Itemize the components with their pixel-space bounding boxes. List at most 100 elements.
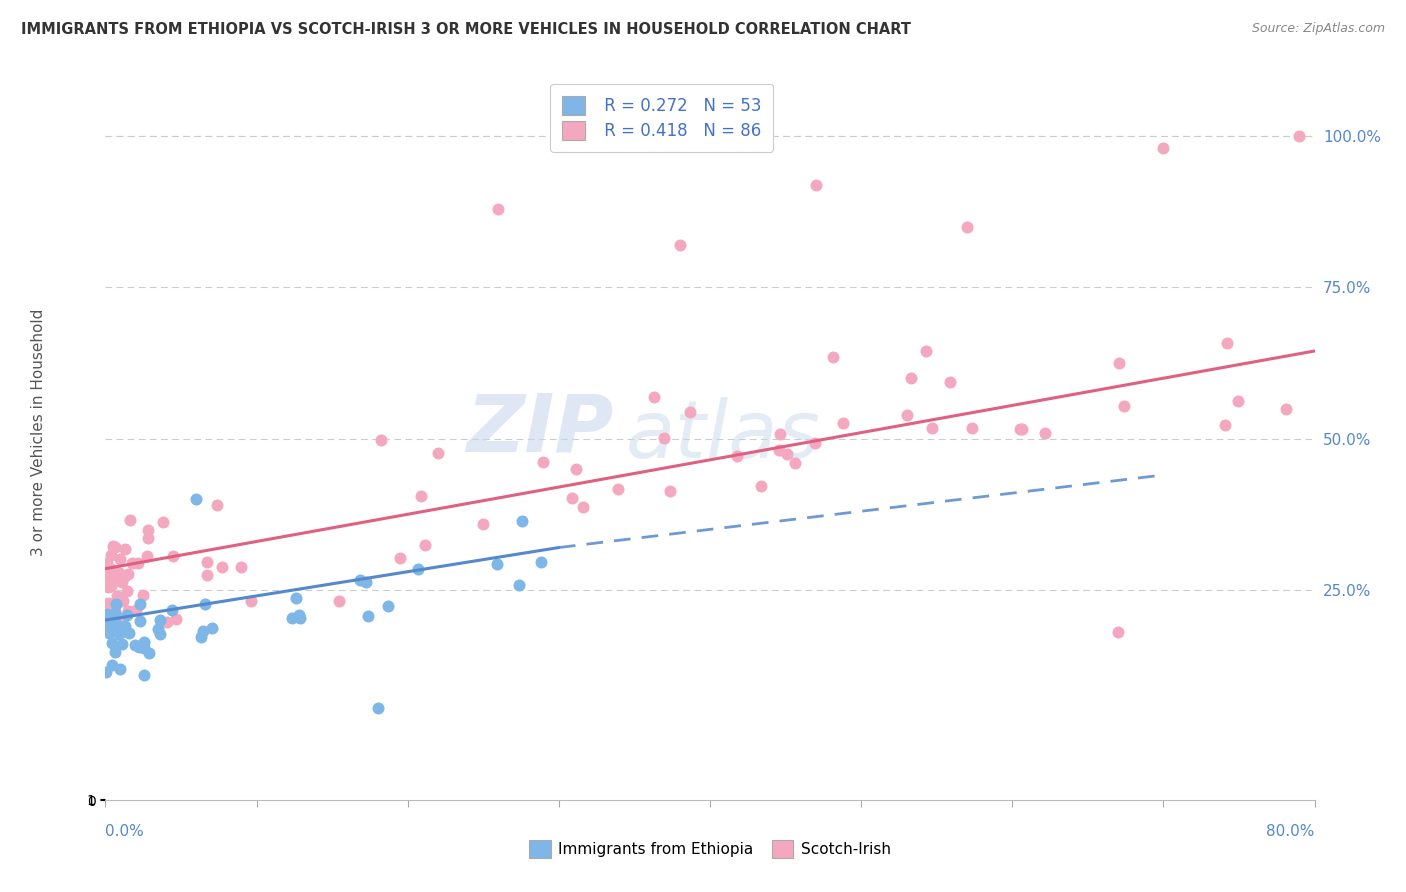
Point <box>1011 422 1033 436</box>
Point <box>105 597 128 611</box>
Point <box>146 622 169 636</box>
Point <box>1226 393 1249 408</box>
Point <box>108 662 131 676</box>
Point <box>100 578 122 592</box>
Point <box>1033 425 1056 440</box>
Point <box>193 624 215 638</box>
Point <box>1275 401 1298 416</box>
Point <box>128 640 150 655</box>
Point <box>101 636 124 650</box>
Point <box>100 610 122 624</box>
Point <box>112 624 135 639</box>
Point <box>328 593 350 607</box>
Point <box>136 531 159 545</box>
Point <box>108 566 131 580</box>
Point <box>121 556 143 570</box>
Text: 80.0%: 80.0% <box>1267 824 1315 838</box>
Legend: Immigrants from Ethiopia, Scotch-Irish: Immigrants from Ethiopia, Scotch-Irish <box>523 834 897 863</box>
Point <box>211 559 233 574</box>
Point <box>643 390 665 404</box>
Point <box>135 549 157 563</box>
Point <box>97 596 120 610</box>
Point <box>571 500 593 515</box>
Point <box>471 516 494 531</box>
Point <box>606 482 628 496</box>
Point <box>104 618 127 632</box>
Point <box>205 498 228 512</box>
Point <box>124 638 146 652</box>
Point <box>108 566 131 581</box>
Point <box>104 540 127 554</box>
Point <box>531 455 554 469</box>
Point <box>132 588 155 602</box>
Point <box>669 238 692 252</box>
Point <box>125 602 148 616</box>
Point <box>165 612 187 626</box>
Point <box>149 627 172 641</box>
Point <box>94 557 117 571</box>
Point <box>127 556 149 570</box>
Point <box>111 575 134 590</box>
Point <box>240 593 263 607</box>
Point <box>284 591 307 605</box>
Point <box>149 613 172 627</box>
Point <box>377 599 399 613</box>
Point <box>117 566 139 581</box>
Point <box>1010 422 1032 436</box>
Point <box>406 562 429 576</box>
Point <box>962 421 984 435</box>
Point <box>160 603 183 617</box>
Point <box>128 597 150 611</box>
Point <box>111 615 134 630</box>
Point <box>101 604 124 618</box>
Point <box>195 568 218 582</box>
Point <box>129 614 152 628</box>
Point <box>1213 418 1236 433</box>
Point <box>1112 399 1135 413</box>
Point <box>103 645 125 659</box>
Point <box>565 462 588 476</box>
Point <box>100 658 122 673</box>
Point <box>896 408 918 422</box>
Point <box>197 555 219 569</box>
Point <box>193 597 215 611</box>
Point <box>103 613 125 627</box>
Point <box>486 557 509 571</box>
Point <box>115 607 138 622</box>
Point <box>100 624 122 638</box>
Point <box>388 551 411 566</box>
Point <box>821 350 844 364</box>
Point <box>134 641 156 656</box>
Point <box>426 446 449 460</box>
Point <box>1107 625 1129 640</box>
Point <box>768 442 790 457</box>
Text: ZIP: ZIP <box>465 390 613 468</box>
Point <box>152 515 174 529</box>
Point <box>100 562 122 576</box>
Point <box>138 646 160 660</box>
Point <box>98 626 121 640</box>
Point <box>112 594 135 608</box>
Point <box>94 665 117 679</box>
Point <box>288 608 311 623</box>
Point <box>510 515 533 529</box>
Point <box>114 542 136 557</box>
Point <box>104 572 127 586</box>
Point <box>162 549 184 564</box>
Point <box>354 575 377 590</box>
Point <box>231 560 253 574</box>
Text: atlas: atlas <box>626 397 820 475</box>
Point <box>804 178 827 192</box>
Text: 3 or more Vehicles in Household: 3 or more Vehicles in Household <box>31 309 46 557</box>
Point <box>1108 356 1130 370</box>
Point <box>120 513 142 527</box>
Point <box>561 491 583 505</box>
Point <box>1288 129 1310 144</box>
Point <box>190 630 212 644</box>
Point <box>349 573 371 587</box>
Point <box>136 523 159 537</box>
Point <box>108 611 131 625</box>
Point <box>96 556 118 570</box>
Point <box>370 433 392 447</box>
Point <box>111 637 134 651</box>
